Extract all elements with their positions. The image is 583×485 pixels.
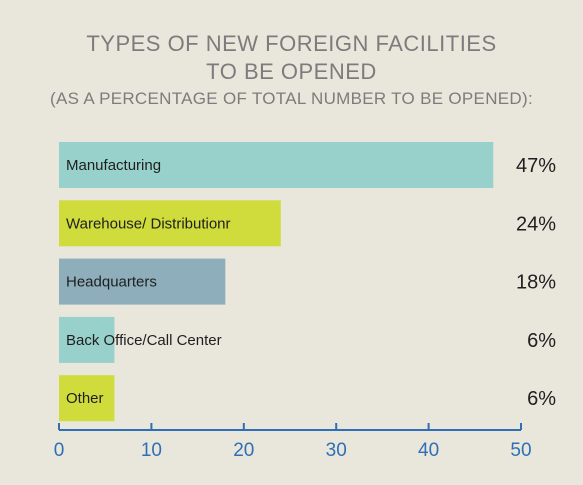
x-axis-tick-label: 30 xyxy=(326,440,347,461)
x-axis-tick-label: 10 xyxy=(141,440,162,461)
x-axis-tick-label: 20 xyxy=(233,440,254,461)
bar-category-label: Headquarters xyxy=(66,274,157,291)
chart-subtitle: (AS A PERCENTAGE OF TOTAL NUMBER TO BE O… xyxy=(50,89,533,108)
bar-category-label: Back Office/Call Center xyxy=(66,332,222,349)
bar-category-label: Manufacturing xyxy=(66,157,161,174)
chart-title-line-1: TYPES OF NEW FOREIGN FACILITIES xyxy=(86,31,497,56)
bar-value-label: 6% xyxy=(527,330,556,352)
bar xyxy=(59,200,281,247)
bar xyxy=(59,258,226,305)
x-axis-tick-label: 50 xyxy=(510,440,531,461)
bar xyxy=(59,142,494,188)
chart-title-line-2: TO BE OPENED xyxy=(206,59,377,84)
bar xyxy=(59,375,115,422)
bar-value-label: 24% xyxy=(516,213,556,235)
bar-value-label: 6% xyxy=(527,388,556,410)
bar-category-label: Other xyxy=(66,390,104,407)
bar-value-label: 18% xyxy=(516,272,556,294)
bar-value-label: 47% xyxy=(516,155,556,177)
x-axis-tick-label: 0 xyxy=(54,440,65,461)
bar-category-label: Warehouse/ Distributionr xyxy=(66,215,231,232)
bar xyxy=(59,316,115,363)
chart-title-block: TYPES OF NEW FOREIGN FACILITIES TO BE OP… xyxy=(0,30,583,110)
x-axis-tick-label: 40 xyxy=(418,440,439,461)
